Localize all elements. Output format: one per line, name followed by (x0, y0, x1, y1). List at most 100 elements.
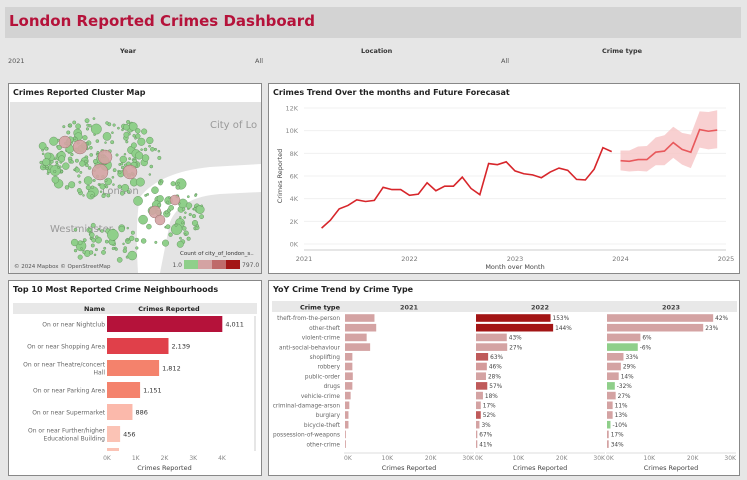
bar (476, 401, 481, 410)
bar (107, 360, 160, 376)
map-cluster-marker (94, 248, 98, 252)
map-cluster-marker (122, 242, 125, 246)
map-cluster-marker (126, 120, 131, 125)
crime-type-label: vehicle-crime (301, 394, 341, 400)
yoy-chart: Crime type 2021 0K 10K 20K 30K Crimes Reported… (272, 301, 737, 472)
bar (607, 440, 609, 448)
filter-crime-type-label: Crime type (602, 47, 643, 55)
x-tick-label: 20K (425, 455, 438, 462)
bar-label: 11% (615, 404, 628, 410)
place-label: London (102, 186, 139, 197)
bar (607, 420, 611, 429)
crime-type-label: possession-of-weapons (273, 433, 340, 439)
map-cluster-marker (72, 120, 77, 125)
map-legend-min: 1.0 (172, 262, 182, 269)
x-tick-label: 20K (556, 455, 569, 462)
map-cluster-marker (90, 194, 94, 198)
page-title: London Reported Crimes Dashboard (9, 12, 315, 30)
map-legend-swatch (198, 260, 212, 269)
bar-label: -32% (617, 384, 632, 390)
bar (607, 411, 613, 419)
crime-type-label: theft-from-the-person (277, 316, 340, 322)
x-axis-title: Month over Month (485, 263, 544, 271)
x-tick-label: 2021 (296, 255, 313, 263)
map-cluster-marker (102, 132, 112, 141)
map-cluster-marker (78, 180, 82, 184)
bar-label: 23% (705, 326, 718, 332)
top10-title: Top 10 Most Reported Crime Neighbourhood… (13, 285, 219, 294)
map-cluster-marker (44, 152, 52, 160)
map-cluster-marker (70, 152, 74, 157)
bar-label: 52% (483, 413, 496, 419)
map-cluster-marker (90, 185, 95, 189)
map-cluster-marker (120, 191, 125, 196)
bar (107, 338, 169, 354)
map-cluster-marker (73, 168, 77, 171)
map-cluster-marker (150, 147, 155, 152)
bar (345, 372, 353, 380)
bar-label: 17% (611, 433, 624, 439)
y-tick-label: 0K (290, 241, 299, 249)
map-cluster-marker (89, 232, 95, 238)
map-cluster-marker (127, 250, 137, 261)
bar-label: 28% (488, 374, 501, 380)
row-name: Hall (93, 370, 105, 377)
x-tick-label: 4K (218, 455, 227, 462)
map-cluster-marker (112, 183, 115, 186)
map-cluster-marker (58, 155, 66, 163)
bar-label: 33% (625, 355, 638, 361)
map-cluster-marker (95, 139, 100, 143)
map-cluster-marker (73, 136, 77, 140)
map-cluster-marker (64, 185, 70, 190)
filter-location-select[interactable]: All (255, 57, 264, 65)
map-cluster-marker (191, 214, 196, 219)
filter-year-select[interactable]: 2021 (8, 57, 25, 65)
bar-label: 456 (123, 431, 135, 439)
year-header: 2023 (662, 304, 680, 312)
bar (476, 362, 487, 371)
bar (345, 314, 375, 322)
bar (607, 333, 641, 342)
bar-label: 13% (615, 413, 628, 419)
map-cluster-marker (90, 243, 95, 248)
map-legend-max: 797.0 (242, 262, 259, 269)
filter-crime-type-select[interactable]: All (501, 57, 510, 65)
bar (345, 333, 367, 342)
bar (345, 343, 371, 351)
map-title: Crimes Reported Cluster Map (13, 88, 146, 97)
x-tick-label: 20K (687, 455, 700, 462)
bar-label: 4,011 (225, 321, 244, 329)
bar-label: 6% (642, 336, 652, 342)
map-cluster-marker (44, 146, 49, 151)
map-cluster-marker (87, 166, 92, 170)
map-cluster-marker (146, 136, 154, 145)
map-cluster-marker (77, 240, 83, 246)
bar (476, 430, 478, 439)
map-cluster-marker (157, 155, 162, 160)
row-name: On or near Shopping Area (27, 344, 105, 351)
bar-label: 29% (623, 365, 636, 371)
map-cluster-marker (135, 151, 144, 160)
map-cluster-marker (53, 170, 57, 174)
bar (107, 426, 121, 442)
map-cluster-marker (92, 178, 96, 182)
header-crime-type: Crime type (300, 304, 341, 312)
trend-panel: Crimes Trend Over the months and Future … (268, 83, 740, 274)
bar (607, 372, 619, 380)
map-cluster-marker (110, 140, 115, 145)
map-cluster-marker (84, 159, 88, 164)
map-cluster-marker (138, 214, 148, 225)
map-cluster-marker (104, 178, 108, 182)
row-name: On or near Supermarket (32, 410, 105, 417)
bar (476, 440, 478, 448)
map-cluster-marker (179, 236, 182, 240)
cluster-map[interactable]: City of Lo London Westminster © 2024 Mapbox… (10, 102, 261, 273)
bar (476, 353, 489, 361)
map-cluster-marker (75, 123, 81, 130)
map-cluster-marker (85, 163, 89, 168)
bar (345, 353, 353, 361)
map-legend-swatch (212, 260, 226, 269)
map-cluster-marker (73, 227, 78, 232)
map-cluster-marker (111, 246, 115, 251)
y-tick-label: 6K (290, 173, 299, 181)
